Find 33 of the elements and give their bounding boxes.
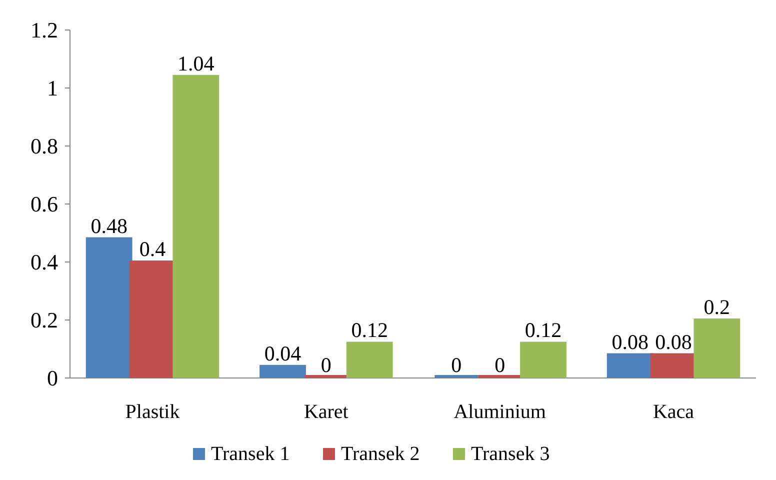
y-tick-label: 0.6 [30, 192, 58, 217]
data-label: 0 [451, 353, 462, 377]
data-label: 0.12 [351, 318, 388, 342]
bar [520, 342, 566, 378]
y-tick-label: 0 [47, 366, 58, 391]
data-label: 0.48 [90, 214, 128, 238]
y-tick-label: 0.4 [30, 250, 58, 275]
data-label: 0.2 [704, 295, 730, 319]
bar [606, 353, 654, 378]
y-tick-label: 1.2 [30, 18, 58, 43]
data-label: 0.4 [139, 237, 166, 261]
bar [260, 364, 306, 378]
data-label: 0 [494, 353, 506, 377]
data-label: 0.12 [524, 318, 562, 342]
y-tick-label: 1 [47, 76, 58, 101]
data-label: 0.08 [612, 330, 648, 354]
legend-label: Transek 2 [341, 443, 420, 465]
data-label: 0.04 [264, 341, 302, 366]
x-tick-label: Aluminium [454, 401, 546, 423]
bar [346, 342, 393, 378]
bar [86, 237, 132, 378]
x-tick-label: Kaca [652, 401, 694, 423]
data-label: 0 [320, 353, 332, 377]
y-tick-label: 0.8 [30, 134, 58, 159]
data-label: 1.04 [178, 51, 215, 76]
legend-label: Transek 3 [471, 443, 550, 465]
x-tick-label: Karet [304, 401, 349, 423]
bar [172, 74, 220, 378]
legend-label: Transek 1 [211, 443, 290, 465]
bar [694, 318, 740, 378]
y-tick-label: 0.2 [30, 308, 58, 333]
data-label: 0.08 [655, 330, 692, 354]
x-tick-label: Plastik [125, 401, 180, 423]
